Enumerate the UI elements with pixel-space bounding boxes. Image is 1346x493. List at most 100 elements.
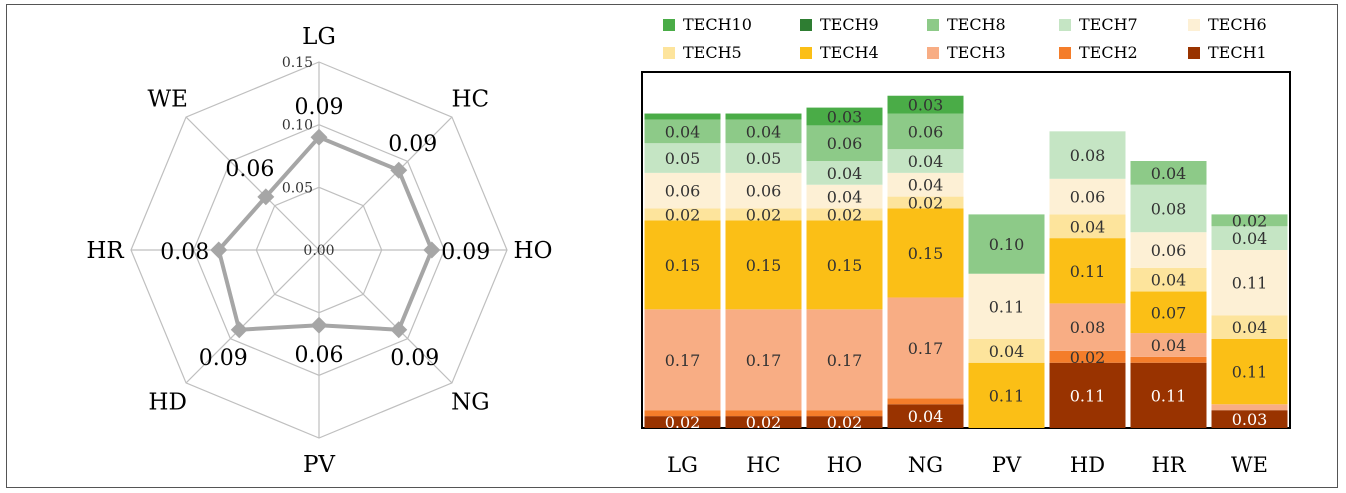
- data-label: 0.17: [746, 351, 782, 370]
- radar-spoke: [318, 116, 453, 251]
- bar-segment: [725, 410, 802, 417]
- bar-segment: [725, 172, 802, 209]
- radar-point: [310, 128, 328, 146]
- bar-segment: [1130, 291, 1207, 334]
- x-tick-label: HD: [1070, 453, 1105, 477]
- bar-segment: [1211, 410, 1288, 428]
- bar-stack-we: 0.030.110.040.110.040.02: [1211, 211, 1288, 429]
- bar-stack-lg: 0.02 0.17 0.15 0.02 0.06 0.05 0.04: [644, 113, 721, 432]
- bar-segment: [806, 410, 883, 417]
- bar-segment: [1211, 214, 1288, 227]
- bar-segment: [1211, 404, 1288, 411]
- data-label: 0.03: [827, 108, 863, 127]
- legend-label: TECH2: [1079, 43, 1138, 62]
- data-label: 0.08: [1070, 146, 1106, 165]
- legend-label: TECH3: [947, 43, 1006, 62]
- data-label: 0.17: [665, 351, 701, 370]
- legend-swatch: [927, 47, 939, 59]
- bar-segment: [887, 149, 964, 173]
- data-label: 0.02: [1232, 211, 1268, 230]
- data-label: 0.11: [1070, 386, 1106, 405]
- radar-axis-label: NG: [451, 389, 490, 415]
- x-tick-label: HR: [1151, 453, 1186, 477]
- bar-segment: [806, 416, 883, 428]
- radar-point: [390, 321, 408, 339]
- bar-segment: [806, 309, 883, 411]
- legend-swatch: [1188, 47, 1200, 59]
- figure-frame: [6, 4, 1338, 488]
- legend-label: TECH8: [947, 15, 1006, 34]
- data-label: 0.04: [827, 164, 863, 183]
- bar-stack-hc: 0.02 0.17 0.15 0.02 0.06 0.05 0.04: [725, 113, 802, 432]
- bar-segment: [887, 208, 964, 298]
- x-tick-label: LG: [667, 453, 698, 477]
- bar-segment: [806, 161, 883, 185]
- radar-point: [210, 241, 228, 259]
- data-label: 0.04: [1232, 229, 1268, 248]
- data-label: 0.06: [746, 182, 782, 201]
- radar-point: [310, 316, 328, 334]
- bar-segment: [725, 143, 802, 173]
- radar-spoke: [318, 249, 453, 384]
- radar-axis-label: HO: [514, 238, 553, 264]
- bar-segment: [644, 119, 721, 144]
- legend-label: TECH1: [1208, 43, 1267, 62]
- bar-segment: [887, 398, 964, 405]
- bar-segment: [968, 214, 1045, 274]
- data-label: 0.04: [908, 407, 944, 426]
- bar-stack-hr: 0.11 0.04 0.07 0.04 0.06 0.08 0.04: [1130, 161, 1207, 428]
- data-label: 0.04: [1070, 217, 1106, 236]
- data-label: 0.03: [908, 96, 944, 115]
- radar-point: [423, 241, 441, 259]
- legend-label: TECH9: [820, 15, 879, 34]
- data-label: 0.17: [827, 351, 863, 370]
- x-tick-label: HO: [827, 453, 863, 477]
- data-label: 0.02: [665, 205, 701, 224]
- radar-grid: [130, 61, 508, 439]
- legend-label: TECH6: [1208, 15, 1267, 34]
- bar-segment: [725, 220, 802, 310]
- bar-segment: [806, 107, 883, 126]
- radar-point: [390, 161, 408, 179]
- data-label: 0.02: [1070, 348, 1106, 367]
- legend-label: TECH7: [1079, 15, 1138, 34]
- radar-axis-label: HR: [86, 238, 124, 264]
- bar-segment: [644, 309, 721, 411]
- data-label: 0.15: [665, 256, 701, 275]
- radar-value-label: 0.08: [160, 240, 209, 265]
- bar-segment: [968, 362, 1045, 428]
- data-label: 0.06: [1151, 241, 1187, 260]
- bar-segment: [887, 113, 964, 150]
- radar-axis-label: LG: [302, 24, 336, 50]
- bar-segment: [887, 196, 964, 209]
- data-label: 0.04: [908, 152, 944, 171]
- bar-segment: [968, 273, 1045, 339]
- bar-segment: [887, 297, 964, 399]
- legend-swatch: [800, 47, 812, 59]
- legend-swatch: [1059, 19, 1071, 31]
- data-label: 0.02: [908, 194, 944, 213]
- data-label: 0.11: [1232, 274, 1268, 293]
- data-label: 0.11: [1070, 262, 1106, 281]
- data-label: 0.04: [746, 122, 782, 141]
- data-label: 0.15: [908, 244, 944, 263]
- radar-tick-label: 0.00: [303, 243, 334, 259]
- data-label: 0.02: [746, 205, 782, 224]
- data-label: 0.11: [989, 297, 1025, 316]
- data-label: 0.04: [989, 342, 1025, 361]
- x-tick-label: HC: [746, 453, 780, 477]
- bar-stack-pv: 0.11 0.04 0.11 0.10: [968, 214, 1045, 428]
- data-label: 0.15: [827, 256, 863, 275]
- radar-point: [257, 188, 275, 206]
- radar-chart: 0.00 0.05 0.10 0.15 LG HC HO NG PV HD HR WE 0.09 0.09…: [86, 24, 553, 478]
- bar-stack-ng: 0.040.170.150.020.040.040.060.03: [887, 96, 964, 428]
- radar-value-label: 0.09: [390, 346, 439, 371]
- bar-segment: [1211, 339, 1288, 405]
- bar-segment: [644, 416, 721, 428]
- radar-value-label: 0.09: [388, 132, 437, 157]
- bar-segment: [806, 125, 883, 161]
- radar-value-label: 0.09: [199, 346, 248, 371]
- legend-swatch: [663, 19, 675, 31]
- bar-segment: [1130, 362, 1207, 428]
- radar-value-label: 0.09: [295, 95, 344, 120]
